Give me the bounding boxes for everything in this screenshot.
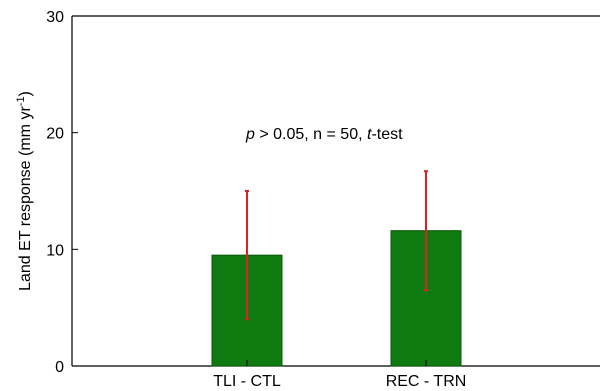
x-tick-label: TLI - CTL	[213, 373, 281, 390]
y-ticks: 0 10 20 30	[46, 9, 78, 376]
bars	[211, 230, 462, 367]
annotation-t-rest: -test	[371, 126, 403, 143]
y-axis-title-close: )	[17, 91, 34, 96]
y-tick-label: 20	[46, 126, 64, 143]
x-tick-label: REC - TRN	[386, 373, 467, 390]
y-axis-title-main: Land ET response (mm yr	[17, 106, 34, 291]
error-bars	[245, 170, 428, 321]
annotation-p: p	[245, 126, 255, 143]
y-tick-label: 10	[46, 242, 64, 259]
x-ticks: TLI - CTL REC - TRN	[213, 360, 466, 390]
y-axis-title: Land ET response (mm yr-1)	[15, 91, 34, 291]
y-axis-title-superscript: -1	[15, 96, 27, 106]
significance-annotation: p > 0.05, n = 50, t-test	[245, 126, 403, 143]
annotation-p-rest: > 0.05, n = 50,	[255, 126, 367, 143]
y-tick-label: 0	[55, 359, 64, 376]
annotation-t: t	[367, 126, 372, 143]
y-tick-label: 30	[46, 9, 64, 26]
plot-area	[71, 15, 600, 367]
